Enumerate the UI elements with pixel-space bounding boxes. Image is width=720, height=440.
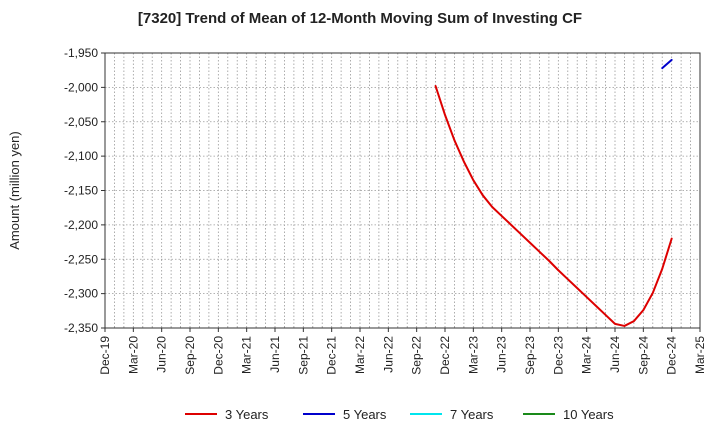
y-tick-label: -2,250 — [64, 252, 98, 266]
y-tick-label: -2,100 — [64, 149, 98, 163]
x-tick-label: Dec-20 — [211, 336, 225, 375]
x-tick-label: Mar-20 — [126, 336, 140, 374]
x-tick-label: Jun-21 — [268, 336, 282, 373]
x-tick-label: Dec-24 — [665, 336, 679, 375]
x-tick-label: Jun-20 — [155, 336, 169, 373]
y-tick-label: -2,300 — [64, 287, 98, 301]
y-tick-label: -2,200 — [64, 218, 98, 232]
x-tick-label: Sep-24 — [636, 336, 650, 375]
x-tick-label: Mar-24 — [580, 336, 594, 374]
legend-label: 7 Years — [450, 407, 494, 422]
legend-label: 3 Years — [225, 407, 269, 422]
y-axis-label: Amount (million yen) — [7, 131, 22, 250]
chart-title: [7320] Trend of Mean of 12-Month Moving … — [137, 10, 583, 27]
legend-item: 5 Years — [303, 407, 387, 422]
legend-label: 5 Years — [343, 407, 387, 422]
series-line-5-years — [661, 58, 673, 70]
x-axis-ticks: Dec-19 Mar-20 Jun-20 Sep-20 Dec-20 Mar-21 Jun-… — [98, 328, 707, 375]
legend-item: 3 Years — [185, 407, 269, 422]
y-tick-label: -2,150 — [64, 184, 98, 198]
legend: 3 Years 5 Years 7 Years 10 Years — [185, 407, 614, 422]
x-tick-label: Jun-22 — [381, 336, 395, 373]
x-tick-label: Jun-23 — [495, 336, 509, 373]
y-tick-label: -2,350 — [64, 321, 98, 335]
x-tick-label: Mar-21 — [240, 336, 254, 374]
x-tick-label: Dec-23 — [551, 336, 565, 375]
x-tick-label: Sep-20 — [183, 336, 197, 375]
x-tick-label: Sep-21 — [296, 336, 310, 375]
y-tick-label: -2,050 — [64, 115, 98, 129]
x-tick-label: Dec-19 — [98, 336, 112, 375]
y-tick-label: -1,950 — [64, 46, 98, 60]
series-lines — [434, 58, 673, 327]
legend-item: 7 Years — [410, 407, 494, 422]
x-tick-label: Dec-22 — [438, 336, 452, 375]
x-tick-label: Mar-22 — [353, 336, 367, 374]
y-tick-label: -2,000 — [64, 80, 98, 94]
grid — [105, 53, 700, 328]
legend-item: 10 Years — [523, 407, 614, 422]
x-tick-label: Jun-24 — [608, 336, 622, 373]
legend-label: 10 Years — [563, 407, 614, 422]
x-tick-label: Sep-22 — [410, 336, 424, 375]
x-tick-label: Sep-23 — [523, 336, 537, 375]
x-tick-label: Mar-23 — [466, 336, 480, 374]
x-tick-label: Mar-25 — [693, 336, 707, 374]
y-axis-ticks: -1,950 -2,000 -2,050 -2,100 -2,150 -2,200 -2,2… — [64, 46, 105, 335]
x-tick-label: Dec-21 — [325, 336, 339, 375]
series-line-3-years — [434, 85, 673, 327]
